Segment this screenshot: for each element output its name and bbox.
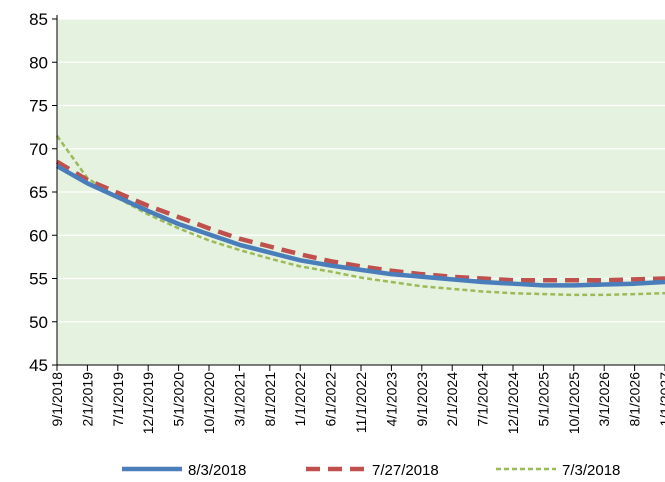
x-tick-label: 7/1/2024 [475, 372, 491, 427]
x-tick-label: 1/1/2022 [292, 372, 308, 427]
legend-item-2: 7/3/2018 [496, 462, 620, 479]
x-tick-label: 4/1/2023 [383, 372, 399, 427]
series-line-1 [55, 159, 665, 283]
x-tick-label: 10/1/2020 [201, 372, 217, 434]
x-tick-label: 9/1/2018 [49, 372, 65, 427]
y-tick-label: 45 [29, 356, 48, 375]
series-layer [55, 135, 665, 297]
x-tick-label: 5/1/2025 [535, 372, 551, 427]
x-tick-label: 2/1/2024 [444, 372, 460, 427]
x-tick-label: 7/1/2019 [110, 372, 126, 427]
x-tick-label: 3/1/2021 [231, 372, 247, 427]
y-tick-label: 70 [29, 140, 48, 159]
legend: 8/3/2018 7/27/2018 7/3/2018 [122, 462, 620, 479]
y-tick-label: 50 [29, 313, 48, 332]
x-tick-label: 2/1/2019 [79, 372, 95, 427]
x-tick-label: 11/1/2022 [353, 372, 369, 433]
legend-label: 8/3/2018 [188, 462, 246, 479]
x-tick-label: 12/1/2019 [140, 372, 156, 434]
legend-item-1: 7/27/2018 [306, 462, 439, 479]
y-tick-label: 85 [29, 10, 48, 29]
y-axis-tick-labels: 45 50 55 60 65 70 75 80 85 [29, 10, 48, 375]
x-tick-label: 6/1/2022 [323, 372, 339, 427]
x-tick-label: 8/1/2021 [262, 372, 278, 427]
axes [52, 15, 665, 371]
x-tick-label: 10/1/2025 [566, 372, 582, 434]
series-line-2 [55, 135, 665, 297]
x-tick-label: 12/1/2024 [505, 372, 521, 434]
legend-label: 7/3/2018 [562, 462, 620, 479]
series-line-0 [55, 164, 665, 288]
legend-label: 7/27/2018 [372, 462, 439, 479]
x-tick-label: 1/1/2027 [657, 372, 665, 427]
legend-item-0: 8/3/2018 [122, 462, 246, 479]
y-tick-label: 60 [29, 226, 48, 245]
y-tick-label: 80 [29, 53, 48, 72]
x-tick-label: 5/1/2020 [171, 372, 187, 427]
x-tick-label: 8/1/2026 [627, 372, 643, 427]
y-tick-label: 75 [29, 97, 48, 116]
x-tick-label: 3/1/2026 [596, 372, 612, 427]
x-tick-label: 9/1/2023 [414, 372, 430, 427]
y-tick-label: 55 [29, 270, 48, 289]
y-tick-label: 65 [29, 183, 48, 202]
x-axis-tick-labels: 9/1/2018 2/1/2019 7/1/2019 12/1/2019 5/1/202… [49, 372, 665, 435]
